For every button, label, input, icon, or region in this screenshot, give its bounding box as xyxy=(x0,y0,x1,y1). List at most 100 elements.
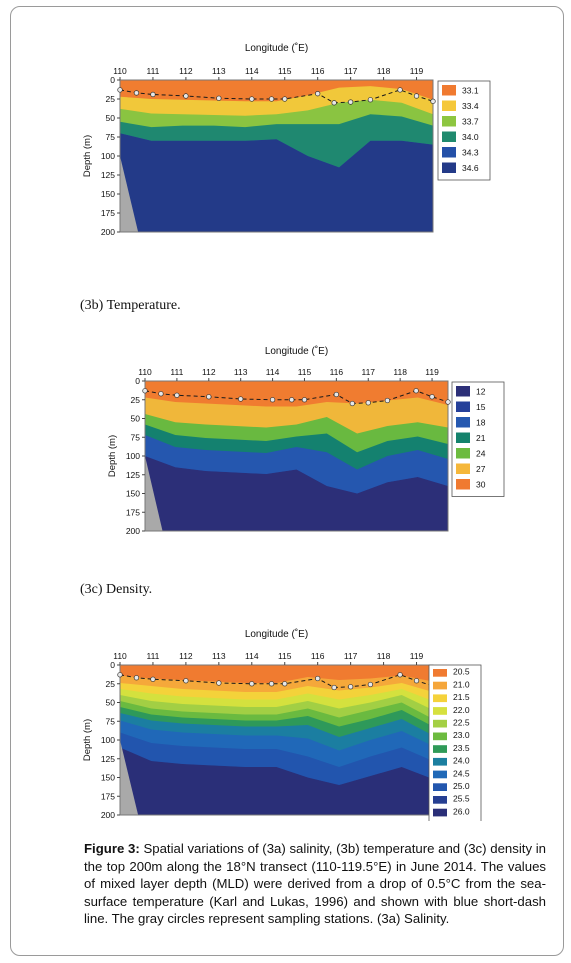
x-tick-label: 118 xyxy=(393,367,407,377)
x-tick-label: 113 xyxy=(212,651,226,661)
x-tick-label: 118 xyxy=(377,651,391,661)
legend-swatch xyxy=(456,432,470,443)
station-marker xyxy=(183,678,189,684)
legend-label: 21.5 xyxy=(453,692,470,702)
station-marker xyxy=(133,90,140,96)
legend-swatch xyxy=(442,147,456,158)
station-marker xyxy=(397,672,403,678)
y-tick-label: 50 xyxy=(131,414,141,424)
y-tick-label: 25 xyxy=(106,679,116,689)
x-tick-label: 110 xyxy=(113,66,127,76)
station-marker xyxy=(413,388,419,394)
x-tick-label: 111 xyxy=(146,651,159,661)
legend-label: 33.4 xyxy=(462,101,479,111)
legend-label: 24.0 xyxy=(453,756,470,766)
y-tick-label: 0 xyxy=(110,75,115,85)
mld-line xyxy=(144,390,449,405)
legend-label: 22.0 xyxy=(453,705,470,715)
station-marker xyxy=(174,392,180,398)
y-tick-label: 150 xyxy=(126,489,140,499)
subcaption-density: (3c) Density. xyxy=(80,582,153,597)
station-marker xyxy=(315,675,321,682)
legend-swatch xyxy=(433,669,447,677)
station-marker xyxy=(365,400,371,406)
legend-label: 12 xyxy=(476,387,486,397)
station-marker xyxy=(238,396,244,402)
x-tick-label: 113 xyxy=(212,66,226,76)
legend-label: 33.1 xyxy=(462,86,479,96)
y-tick-label: 50 xyxy=(106,698,116,708)
legend-swatch xyxy=(456,401,470,412)
station-marker xyxy=(430,98,436,104)
legend-label: 15 xyxy=(476,402,486,412)
plot-area xyxy=(120,665,433,815)
station-marker xyxy=(269,397,276,403)
temperature-panel: 110 111 112 113 114 115 116 117 118 119 Longitude … xyxy=(107,345,505,536)
x-tick-label: 119 xyxy=(410,66,424,76)
y-tick-label: 125 xyxy=(126,470,140,480)
station-marker xyxy=(216,95,222,101)
station-marker xyxy=(367,97,374,103)
y-tick-label: 175 xyxy=(126,507,140,517)
x-tick-label: 115 xyxy=(278,651,292,661)
legend-swatch xyxy=(456,417,470,428)
y-tick-label: 100 xyxy=(126,451,140,461)
mld-line xyxy=(119,674,434,689)
station-marker xyxy=(413,93,420,99)
x-tick-label: 115 xyxy=(278,66,292,76)
x-axis-label: Longitude (˚E) xyxy=(245,42,308,54)
contour-band xyxy=(120,665,433,683)
contour-band xyxy=(145,381,448,407)
legend-swatch xyxy=(433,732,447,741)
y-tick-label: 25 xyxy=(131,395,141,405)
station-marker xyxy=(150,91,156,98)
y-tick-label: 175 xyxy=(101,208,115,218)
y-tick-label: 75 xyxy=(106,716,116,726)
station-marker xyxy=(282,681,288,687)
y-tick-label: 0 xyxy=(135,376,140,386)
station-marker xyxy=(315,91,321,97)
figure-caption: Figure 3: Spatial variations of (3a) sal… xyxy=(84,840,546,928)
x-tick-label: 117 xyxy=(344,66,358,76)
station-marker xyxy=(133,675,140,681)
station-marker xyxy=(331,684,337,691)
legend-label: 27 xyxy=(476,464,486,474)
station-marker xyxy=(216,680,222,686)
station-marker xyxy=(413,678,420,684)
station-marker xyxy=(397,87,403,93)
legend-swatch xyxy=(456,479,470,490)
y-tick-label: 100 xyxy=(101,735,115,745)
legend-swatch xyxy=(442,116,456,127)
y-tick-label: 150 xyxy=(101,189,115,199)
plot-area xyxy=(120,80,433,232)
x-tick-label: 119 xyxy=(410,651,424,661)
seafloor xyxy=(120,156,139,232)
legend-label: 21 xyxy=(476,433,486,443)
legend-label: 26.0 xyxy=(453,806,470,816)
station-marker xyxy=(301,397,308,403)
x-tick-label: 118 xyxy=(377,66,391,76)
y-tick-label: 50 xyxy=(106,113,116,123)
y-tick-label: 175 xyxy=(101,791,115,801)
legend-box xyxy=(428,664,482,821)
y-tick-label: 25 xyxy=(106,94,116,104)
legend-label: 25.0 xyxy=(453,781,470,791)
x-tick-label: 117 xyxy=(344,651,358,661)
station-marker xyxy=(282,96,288,102)
station-marker xyxy=(158,391,164,397)
legend-label: 20.5 xyxy=(453,667,470,677)
plot-area xyxy=(145,381,448,531)
y-tick-label: 75 xyxy=(131,432,141,442)
station-marker xyxy=(347,99,354,105)
x-tick-label: 110 xyxy=(138,367,152,377)
station-marker xyxy=(150,676,156,682)
legend-label: 23.0 xyxy=(453,730,470,740)
legend-label: 25.5 xyxy=(453,794,470,804)
x-tick-label: 110 xyxy=(113,651,127,661)
x-axis-label: Longitude (˚E) xyxy=(245,628,308,640)
x-tick-label: 111 xyxy=(146,66,159,76)
legend-swatch xyxy=(433,681,447,690)
x-tick-label: 116 xyxy=(311,66,325,76)
station-marker xyxy=(249,681,255,687)
station-marker xyxy=(249,96,255,102)
